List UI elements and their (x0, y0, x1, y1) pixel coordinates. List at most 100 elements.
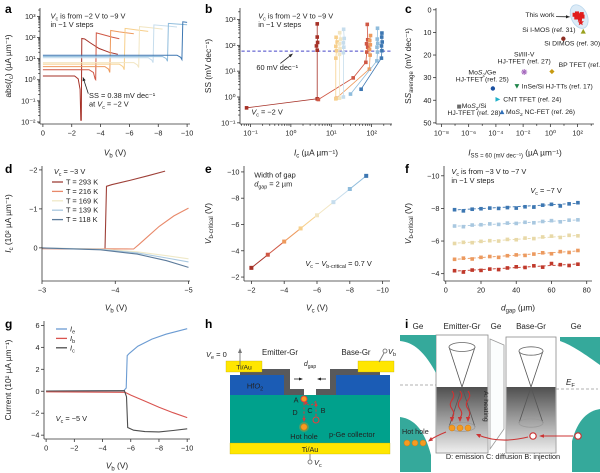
heating-wavy-arrow (457, 390, 463, 419)
svg-text:10⁻¹: 10⁻¹ (221, 118, 236, 127)
svg-text:0: 0 (35, 387, 39, 396)
p-ge-collector-label: p-Ge collector (329, 430, 376, 439)
svg-text:−2: −2 (247, 286, 255, 295)
svg-text:10¹: 10¹ (326, 129, 337, 138)
svg-text:−6: −6 (127, 444, 135, 453)
panel-letter-e: e (205, 162, 212, 176)
hot-hole-icon (464, 424, 472, 432)
svg-text:−6: −6 (231, 220, 239, 229)
svg-text:−2: −2 (70, 444, 78, 453)
svg-text:T = 169 K: T = 169 K (66, 196, 98, 205)
svg-text:Vb (V): Vb (V) (105, 303, 127, 315)
tiau-left-label: Ti/Au (236, 365, 252, 372)
svg-text:−4: −4 (96, 129, 104, 138)
svg-text:ISS = 60 (mV dec⁻¹) (µA µm⁻¹): ISS = 60 (mV dec⁻¹) (µA µm⁻¹) (468, 148, 562, 160)
hot-hole-label: Hot hole (290, 432, 318, 441)
hot-hole-icon (300, 423, 308, 431)
diffusing-hole-icon (529, 432, 537, 440)
point-d-label: D (292, 408, 297, 417)
svg-text:−10: −10 (227, 167, 239, 176)
right-tiau-pad (357, 360, 395, 373)
svg-text:−8: −8 (155, 444, 163, 453)
svg-text:4: 4 (35, 343, 39, 352)
panel-d: d −3 −4 −5 −2 −1 0 Vb (V) Ic (10² µA µm⁻¹) Vc = … (0, 160, 200, 315)
diffusion-arrowhead-icon (476, 434, 481, 438)
base-cone-top-icon (518, 346, 544, 356)
svg-text:−4: −4 (98, 444, 106, 453)
svg-text:Width of gap: Width of gap (254, 170, 296, 179)
svg-text:−6: −6 (125, 129, 133, 138)
svg-text:10⁻⁸: 10⁻⁸ (434, 129, 449, 138)
svg-text:SS (mV dec⁻¹): SS (mV dec⁻¹) (203, 39, 213, 93)
panel-g: g 0 −2 −4 −6 −8 −10 −4 −2 0 2 4 6 Vb (V) Current (10²… (0, 315, 200, 473)
panel-b: b 10⁻¹ 10⁰ 10¹ 10² 10⁻¹ 10⁰ 10¹ 10² 10³ Ic (µA µm… (200, 0, 400, 160)
svg-text:0: 0 (33, 243, 37, 252)
svg-text:−4: −4 (431, 269, 439, 278)
svg-text:0: 0 (427, 5, 431, 14)
device-schematic: Ve = 0 Emitter-Gr Base-Gr Vb dgap Ti/Au … (206, 347, 396, 469)
svg-text:6: 6 (35, 321, 39, 330)
panel-e: e −2 −4 −6 −8 −10 −2 −4 −6 −8 −10 Vc (V) Vb-critica… (200, 160, 400, 315)
panel-letter-h: h (205, 317, 213, 331)
svg-text:BP TFET (ref. 29): BP TFET (ref. 29) (559, 62, 600, 69)
svg-text:dgap (µm): dgap (µm) (501, 303, 535, 315)
svg-text:−4: −4 (280, 286, 288, 295)
svg-text:−6: −6 (313, 286, 321, 295)
svg-text:10⁻⁴: 10⁻⁴ (488, 129, 503, 138)
svg-text:0: 0 (44, 444, 48, 453)
hot-hole-icon (448, 424, 456, 432)
emission-arrowhead-icon (302, 418, 306, 422)
left-tiau-pad (225, 360, 263, 373)
panel-letter-a: a (5, 2, 12, 16)
svg-text:Si I-MOS (ref. 31): Si I-MOS (ref. 31) (522, 27, 575, 34)
svg-text:−10: −10 (181, 129, 193, 138)
svg-text:−4: −4 (31, 431, 39, 440)
base-gr-label: Base-Gr (516, 322, 546, 331)
p-ge-collector-region (230, 395, 390, 443)
svg-text:Vc is from −3 V to −7 V: Vc is from −3 V to −7 V (451, 167, 526, 178)
svg-text:Si/III-V: Si/III-V (514, 51, 535, 58)
svg-text:−3: −3 (38, 286, 46, 295)
ve-arrowhead-icon (238, 348, 242, 353)
svg-text:HJ-TFET (ref. 27): HJ-TFET (ref. 27) (498, 58, 551, 65)
point-b-label: B (321, 406, 326, 415)
diffusion-arrow (477, 434, 529, 441)
svg-text:−4: −4 (111, 286, 119, 295)
emitter-graphene (240, 369, 304, 395)
svg-text:InSe/Si HJ-TTs (ref. 17): InSe/Si HJ-TTs (ref. 17) (522, 83, 593, 90)
ge-label: Ge (571, 322, 582, 331)
svg-text:30: 30 (423, 73, 431, 82)
heating-label: A: heating (482, 391, 489, 422)
hot-hole-icon (456, 424, 464, 432)
hfo2-label: HfO2 (247, 382, 263, 393)
svg-text:Ic (µA µm⁻¹): Ic (µA µm⁻¹) (294, 148, 338, 160)
vc-terminal-icon (307, 459, 313, 465)
tiau-bottom-label: Ti/Au (302, 445, 319, 454)
fermi-level-label: EF (566, 378, 575, 389)
svg-text:10¹: 10¹ (225, 67, 236, 76)
ve-label: Ve = 0 (206, 350, 227, 361)
process-steps-label: D: emission C: diffusion B: injection (446, 452, 560, 461)
hole-at-a-icon (300, 395, 308, 403)
base-filled-states (506, 387, 556, 453)
svg-text:0: 0 (41, 129, 45, 138)
svg-text:at Vc = −2 V: at Vc = −2 V (89, 100, 129, 111)
svg-text:T = 139 K: T = 139 K (66, 206, 98, 215)
heating-wavy-arrow (465, 390, 471, 419)
ge-label: Ge (491, 322, 502, 331)
svg-text:Vc = −2 V: Vc = −2 V (251, 107, 282, 118)
svg-text:−2: −2 (29, 165, 37, 174)
svg-text:20: 20 (477, 286, 485, 295)
svg-text:−8: −8 (346, 286, 354, 295)
heating-arrowhead-icon (457, 417, 463, 422)
svg-text:40: 40 (423, 96, 431, 105)
panel-letter-f: f (405, 162, 409, 176)
svg-text:−10: −10 (181, 444, 193, 453)
point-a-label: A (294, 396, 299, 405)
dgap-arrowhead-right-icon (317, 377, 321, 381)
svg-text:Vb (V): Vb (V) (104, 148, 126, 160)
svg-text:Vc = −3 V: Vc = −3 V (54, 167, 85, 178)
svg-text:80: 80 (583, 286, 591, 295)
emitter-cone-top-icon (448, 342, 476, 352)
svg-text:MoS2/Si: MoS2/Si (462, 103, 487, 112)
